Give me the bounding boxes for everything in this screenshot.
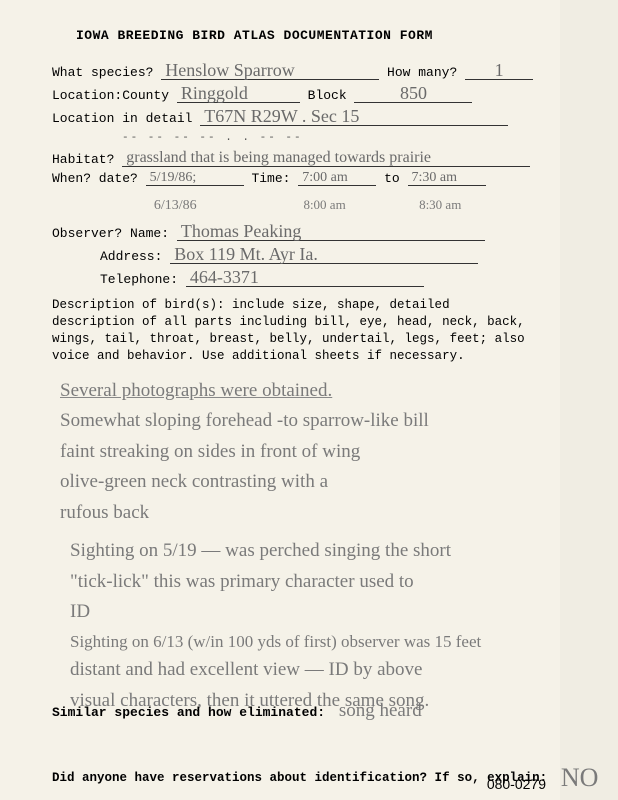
time-d: 8:30 am: [419, 195, 489, 215]
when-line: When? date? 5/19/86; Time: 7:00 am to 7:…: [52, 171, 532, 193]
howmany-value: 1: [465, 61, 533, 80]
habitat-value: grassland that is being managed towards …: [122, 150, 530, 167]
document-number: 080-0279: [487, 776, 546, 792]
form-page: IOWA BREEDING BIRD ATLAS DOCUMENTATION F…: [0, 0, 560, 800]
location-line: Location:County Ringgold Block 850: [52, 84, 532, 103]
observer-line: Observer? Name: Thomas Peaking: [52, 222, 532, 241]
desc-hw3: faint streaking on sides in front of win…: [60, 438, 532, 467]
reservations-value: NO: [561, 763, 599, 792]
desc-hw9: Sighting on 6/13 (w/in 100 yds of first)…: [70, 629, 532, 655]
reservations-label: Did anyone have reservations about ident…: [52, 770, 547, 784]
description-instruction: Description of bird(s): include size, sh…: [52, 297, 532, 365]
date-value-1: 5/19/86;: [146, 171, 244, 186]
time-to: to: [384, 171, 400, 186]
when-label: When? date?: [52, 171, 138, 186]
desc-hw5: rufous back: [60, 499, 532, 528]
desc-hw10: distant and had excellent view — ID by a…: [70, 656, 532, 685]
address-label: Address:: [100, 249, 162, 264]
desc-hw7: "tick-lick" this was primary character u…: [70, 568, 532, 597]
block-value: 850: [354, 84, 472, 103]
location-detail-label: Location in detail: [52, 111, 192, 126]
time-b: 7:30 am: [408, 171, 486, 186]
address-line: Address: Box 119 Mt. Ayr Ia.: [100, 245, 532, 264]
desc-hw8: ID: [70, 598, 532, 627]
observer-label: Observer? Name:: [52, 226, 169, 241]
telephone-value: 464-3371: [186, 268, 424, 287]
desc-hw6: Sighting on 5/19 — was perched singing t…: [70, 537, 532, 566]
date-value-2: 6/13/86: [154, 195, 244, 216]
time-label: Time:: [251, 171, 290, 186]
desc-hw4: olive-green neck contrasting with a: [60, 468, 532, 497]
block-label: Block: [308, 88, 347, 103]
time-c: 8:00 am: [303, 195, 373, 215]
location-detail-value: T67N R29W . Sec 15: [200, 107, 508, 126]
species-value: Henslow Sparrow: [161, 61, 379, 80]
desc-hw2: Somewhat sloping forehead -to sparrow-li…: [60, 407, 532, 436]
habitat-label: Habitat?: [52, 152, 114, 167]
species-line: What species? Henslow Sparrow How many? …: [52, 61, 532, 80]
county-label: Location:County: [52, 88, 169, 103]
telephone-label: Telephone:: [100, 272, 178, 287]
location-detail-line: Location in detail T67N R29W . Sec 15: [52, 107, 532, 126]
observer-value: Thomas Peaking: [177, 222, 485, 241]
desc-hw1: Several photographs were obtained.: [60, 377, 532, 406]
reservations-line: Did anyone have reservations about ident…: [52, 758, 532, 797]
similar-label: Similar species and how eliminated:: [52, 705, 325, 720]
county-value: Ringgold: [177, 84, 300, 103]
habitat-line: Habitat? grassland that is being managed…: [52, 150, 532, 167]
dashed-separator: -- -- -- -- . . -- --: [122, 132, 532, 144]
form-title: IOWA BREEDING BIRD ATLAS DOCUMENTATION F…: [76, 28, 532, 43]
similar-line: Similar species and how eliminated: song…: [52, 697, 532, 726]
species-label: What species?: [52, 65, 153, 80]
similar-value: song heard: [339, 700, 422, 721]
when-line-2: 6/13/86 8:00 am 8:30 am: [52, 193, 532, 218]
address-value: Box 119 Mt. Ayr Ia.: [170, 245, 478, 264]
howmany-label: How many?: [387, 65, 457, 80]
telephone-line: Telephone: 464-3371: [100, 268, 532, 287]
time-a: 7:00 am: [298, 171, 376, 186]
